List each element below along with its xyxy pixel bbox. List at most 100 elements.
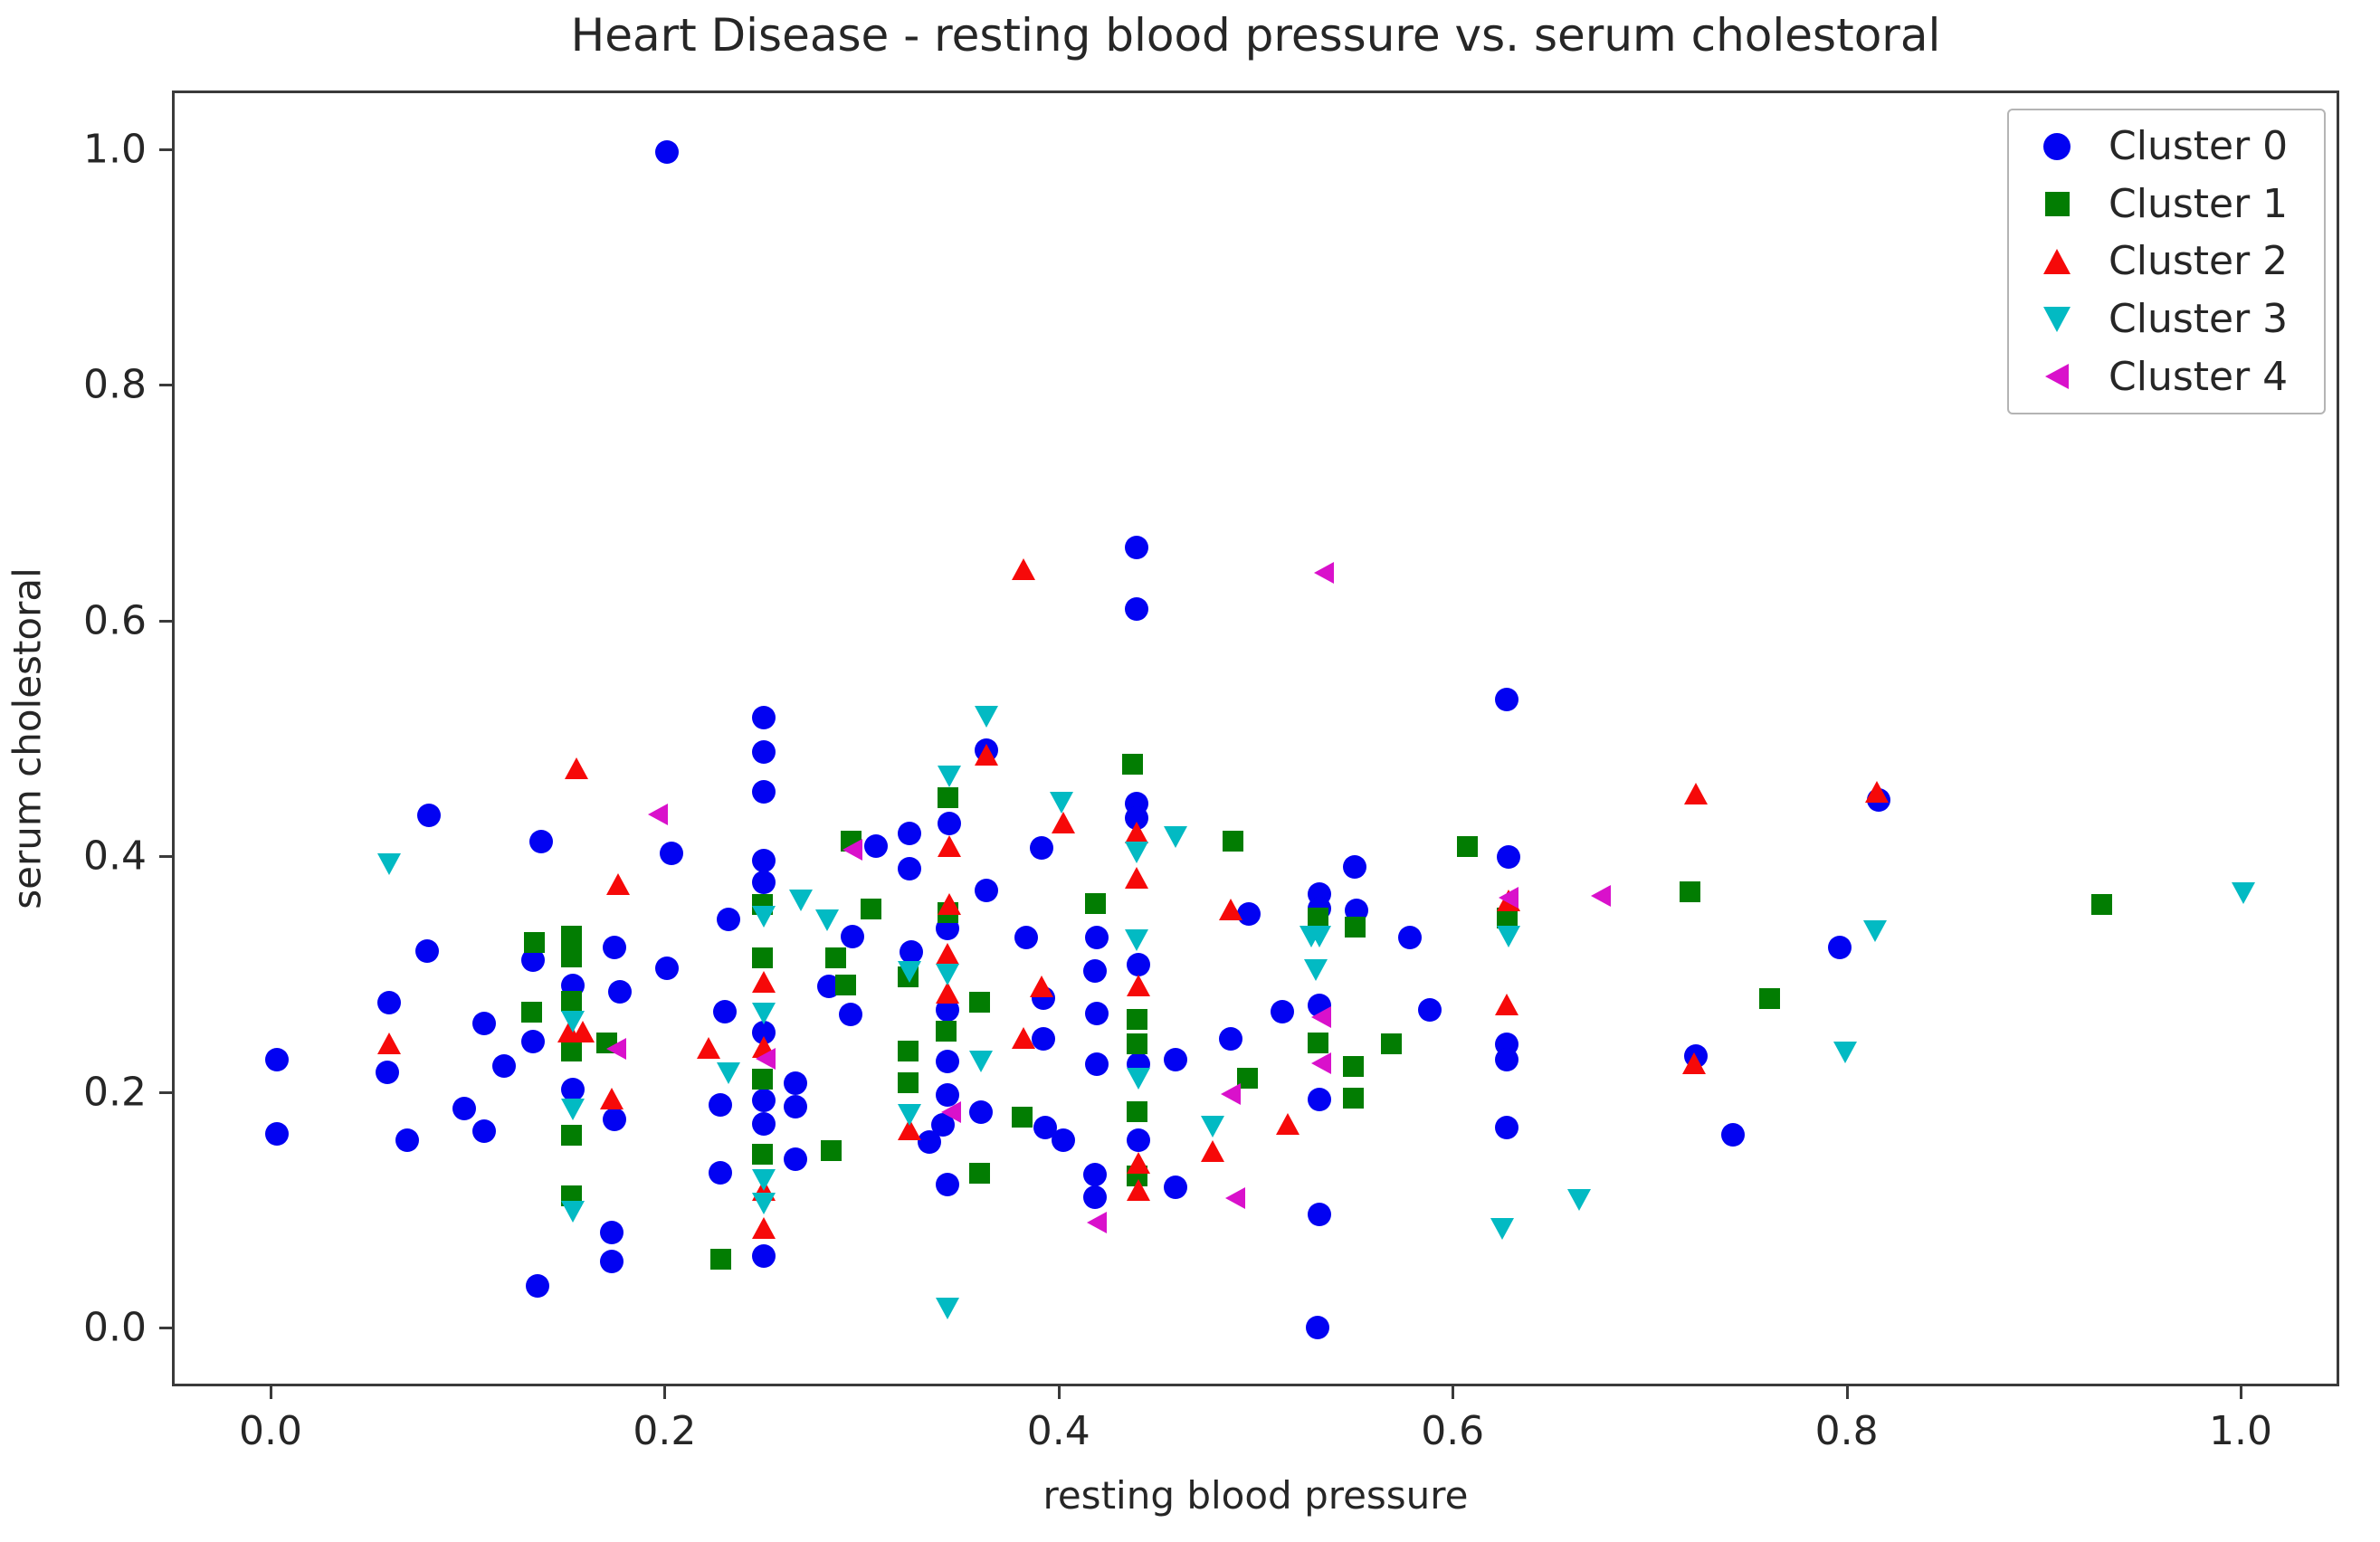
square-icon (2025, 191, 2089, 216)
scatter-point-cluster-4 (1087, 1211, 1108, 1233)
scatter-point-cluster-0 (1721, 1122, 1746, 1147)
scatter-point-cluster-0 (525, 1273, 549, 1298)
scatter-point-cluster-1 (1126, 1008, 1147, 1030)
scatter-point-cluster-3 (1496, 926, 1520, 948)
y-tick-label: 1.0 (83, 126, 147, 173)
scatter-point-cluster-0 (655, 140, 680, 164)
x-tick (663, 1386, 667, 1399)
x-tick-label: 0.8 (1814, 1408, 1879, 1454)
y-tick (159, 1327, 172, 1329)
scatter-point-cluster-3 (1164, 825, 1188, 848)
scatter-point-cluster-2 (1126, 1179, 1150, 1202)
scatter-point-cluster-3 (1303, 958, 1328, 981)
x-tick (1452, 1386, 1455, 1399)
scatter-point-cluster-0 (937, 812, 961, 836)
scatter-point-cluster-4 (1311, 1005, 1332, 1028)
scatter-point-cluster-3 (935, 964, 959, 986)
scatter-point-cluster-2 (605, 872, 630, 895)
scatter-point-cluster-0 (716, 907, 740, 931)
scatter-point-cluster-4 (1224, 1187, 1245, 1210)
scatter-point-cluster-0 (395, 1128, 420, 1153)
y-tick-label: 0.6 (83, 597, 147, 644)
scatter-point-cluster-1 (523, 931, 545, 953)
scatter-point-cluster-2 (1683, 782, 1708, 804)
legend-item-cluster-3: Cluster 3 (2009, 296, 2324, 342)
x-tick-label: 0.6 (1421, 1408, 1485, 1454)
scatter-point-cluster-3 (752, 906, 776, 928)
scatter-point-cluster-1 (752, 947, 774, 968)
scatter-point-cluster-0 (752, 1243, 776, 1268)
scatter-point-cluster-2 (1012, 1027, 1036, 1050)
scatter-point-cluster-0 (560, 1078, 585, 1102)
scatter-point-cluster-1 (935, 1020, 957, 1042)
scatter-point-cluster-3 (935, 1297, 959, 1319)
scatter-point-cluster-3 (898, 1104, 922, 1127)
scatter-point-cluster-3 (752, 1168, 776, 1191)
scatter-point-cluster-0 (709, 1160, 733, 1185)
scatter-point-cluster-3 (1124, 841, 1148, 863)
y-tick (159, 384, 172, 387)
y-tick-label: 0.0 (83, 1304, 147, 1351)
scatter-point-cluster-1 (560, 926, 582, 947)
scatter-point-cluster-0 (414, 938, 439, 963)
scatter-point-cluster-2 (1126, 974, 1150, 996)
scatter-point-cluster-0 (529, 829, 554, 853)
scatter-point-cluster-0 (1014, 926, 1038, 950)
scatter-point-cluster-3 (1567, 1188, 1592, 1211)
scatter-point-cluster-0 (265, 1121, 290, 1146)
scatter-point-cluster-0 (452, 1097, 477, 1121)
x-tick (1845, 1386, 1849, 1399)
scatter-point-cluster-3 (1049, 792, 1073, 814)
legend-item-cluster-0: Cluster 0 (2009, 123, 2324, 169)
scatter-point-cluster-1 (1496, 907, 1518, 928)
scatter-point-cluster-1 (898, 1040, 919, 1061)
scatter-point-cluster-0 (864, 833, 889, 858)
scatter-point-cluster-1 (752, 1144, 774, 1166)
scatter-point-cluster-0 (975, 879, 999, 903)
scatter-point-cluster-0 (376, 1060, 400, 1084)
scatter-point-cluster-0 (1082, 958, 1107, 983)
scatter-point-cluster-3 (937, 766, 961, 788)
scatter-point-cluster-0 (1827, 935, 1852, 959)
x-tick (1057, 1386, 1061, 1399)
y-tick-label: 0.4 (83, 833, 147, 880)
scatter-point-cluster-0 (1082, 1185, 1107, 1209)
scatter-point-cluster-4 (1311, 1052, 1332, 1074)
scatter-point-cluster-3 (789, 890, 814, 912)
scatter-point-cluster-1 (1380, 1033, 1402, 1054)
scatter-point-cluster-1 (1307, 1032, 1328, 1053)
triangle-down-icon (2025, 306, 2089, 332)
y-axis-label: serum cholestoral (5, 567, 50, 909)
scatter-point-cluster-0 (752, 705, 776, 729)
scatter-point-cluster-4 (941, 1101, 962, 1124)
scatter-point-cluster-2 (937, 892, 961, 915)
scatter-point-cluster-0 (968, 1100, 993, 1125)
scatter-point-cluster-3 (560, 1011, 585, 1033)
scatter-point-cluster-2 (752, 970, 776, 993)
scatter-point-cluster-1 (1343, 1087, 1365, 1109)
scatter-point-cluster-2 (935, 942, 959, 965)
scatter-point-cluster-1 (1758, 988, 1780, 1010)
legend-label: Cluster 3 (2109, 296, 2289, 343)
scatter-point-cluster-1 (710, 1249, 732, 1271)
scatter-point-cluster-1 (1126, 1033, 1147, 1054)
scatter-point-cluster-3 (752, 1003, 776, 1025)
scatter-point-cluster-2 (697, 1036, 721, 1059)
scatter-point-cluster-0 (917, 1129, 941, 1154)
scatter-point-cluster-3 (975, 705, 999, 728)
x-tick-label: 0.0 (239, 1408, 302, 1454)
scatter-point-cluster-0 (1494, 1047, 1518, 1071)
scatter-point-cluster-1 (521, 1001, 543, 1023)
scatter-point-cluster-1 (1307, 907, 1328, 928)
scatter-point-cluster-0 (1084, 1052, 1109, 1076)
scatter-point-cluster-1 (937, 786, 958, 808)
scatter-point-cluster-1 (560, 1125, 582, 1147)
scatter-point-cluster-2 (937, 835, 961, 858)
scatter-point-cluster-0 (1305, 1316, 1329, 1340)
scatter-point-cluster-4 (1221, 1082, 1242, 1105)
scatter-point-cluster-2 (1126, 1152, 1150, 1175)
y-tick (159, 619, 172, 623)
scatter-point-cluster-0 (1496, 844, 1520, 869)
x-tick (2240, 1386, 2242, 1399)
scatter-point-cluster-1 (860, 899, 881, 920)
